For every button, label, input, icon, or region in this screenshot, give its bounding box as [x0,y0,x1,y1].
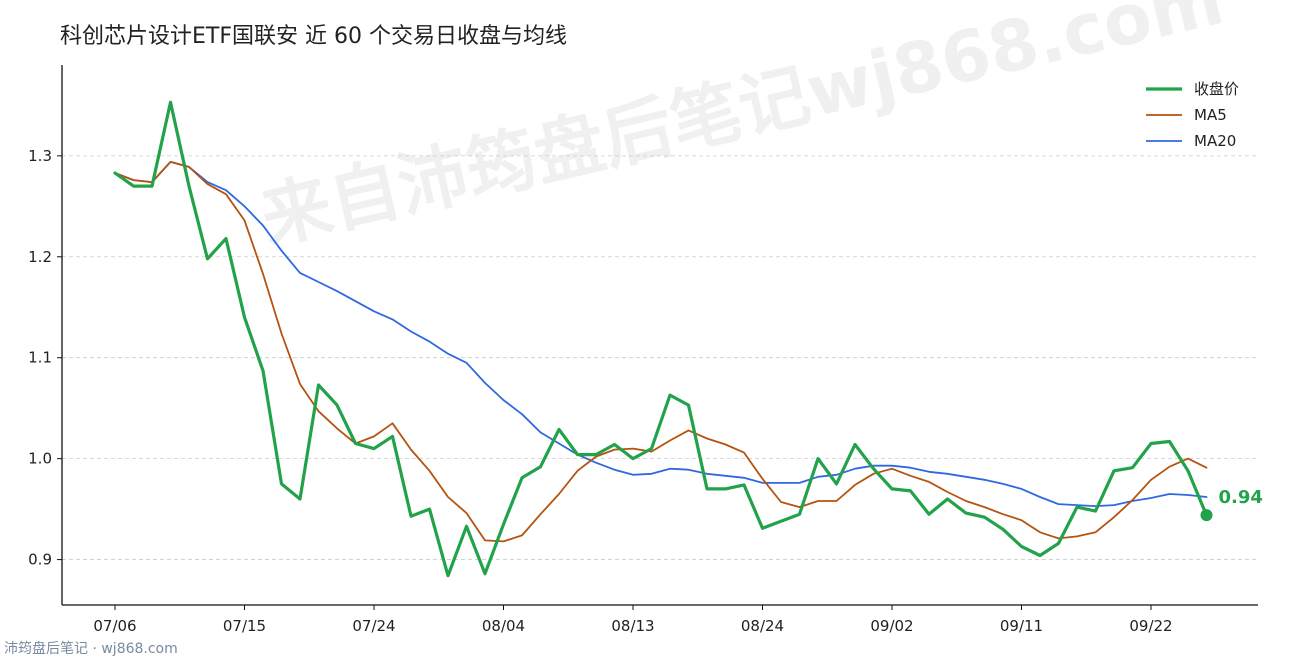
y-tick-label: 1.0 [28,450,52,468]
tick-labels: 0.9 1.0 1.1 1.2 1.3 07/06 07/15 07/24 08/04 08/13… [28,147,1172,635]
y-tick-label: 1.1 [28,349,52,367]
series-lines [113,100,1209,578]
x-tick-label: 07/15 [223,617,266,635]
x-tick-label: 08/04 [482,617,525,635]
legend-label-ma5: MA5 [1194,106,1227,124]
x-tick-label: 09/22 [1129,617,1172,635]
y-tick-label: 1.2 [28,248,52,266]
chart-title: 科创芯片设计ETF国联安 近 60 个交易日收盘与均线 [60,24,567,49]
legend-label-close: 收盘价 [1194,80,1239,98]
last-close-label: 0.94 [1219,487,1263,508]
last-close-marker [1200,509,1213,522]
y-tick-label: 1.3 [28,147,52,165]
x-tick-label: 07/06 [93,617,136,635]
x-tick-label: 08/24 [741,617,784,635]
y-tick-label: 0.9 [28,551,52,569]
grid-lines [62,155,1258,560]
axes [57,65,1258,610]
x-tick-label: 09/11 [1000,617,1043,635]
x-tick-label: 09/02 [870,617,913,635]
series-line-close [113,100,1209,578]
footer-credit: 沛筠盘后笔记 · wj868.com [4,641,178,657]
series-line-ma5 [114,160,1208,543]
legend: 收盘价 MA5 MA20 [1146,80,1239,150]
legend-label-ma20: MA20 [1194,132,1236,150]
x-tick-label: 07/24 [352,617,395,635]
annotations: 0.94 [1200,487,1263,522]
series-line-ma20 [114,160,1208,508]
x-tick-label: 08/13 [611,617,654,635]
